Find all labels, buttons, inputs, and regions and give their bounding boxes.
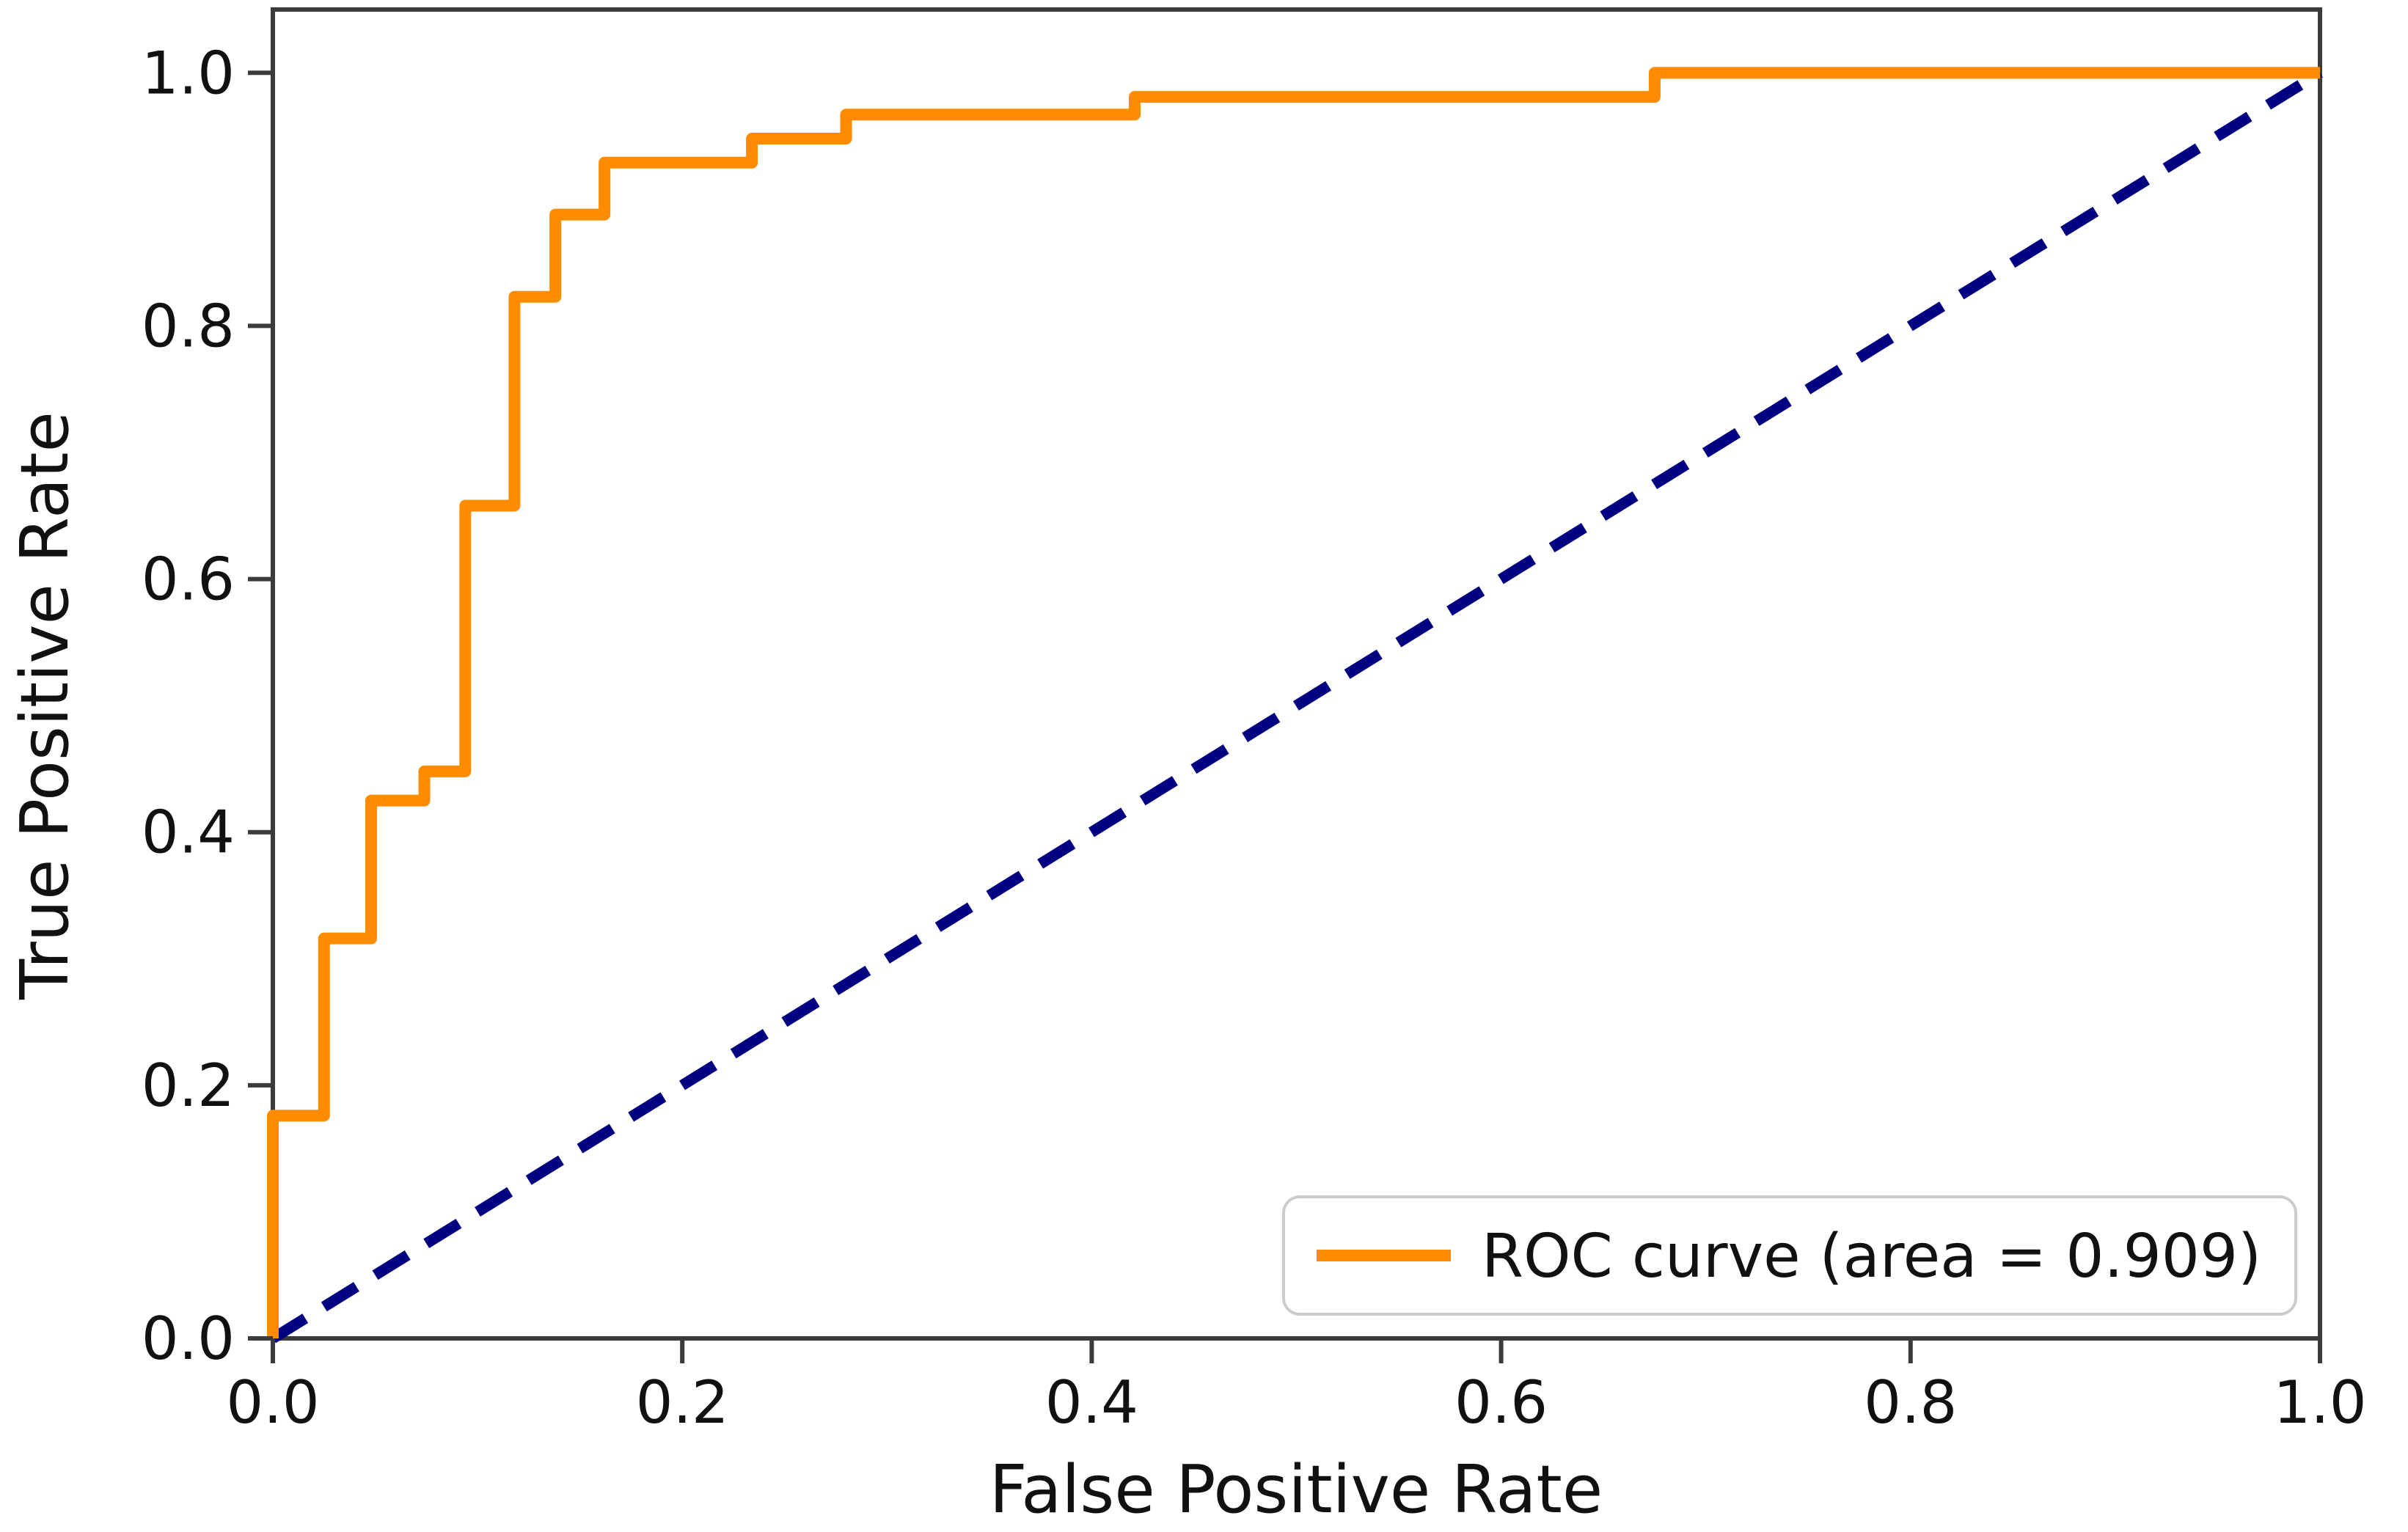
- y-tick-label: 1.0: [142, 39, 235, 107]
- plot-area: [271, 7, 2322, 1341]
- legend-entry-label: ROC curve (area = 0.909): [1482, 1222, 2261, 1291]
- legend-frame: [1282, 1195, 2297, 1316]
- x-axis-label: False Positive Rate: [989, 1451, 1603, 1528]
- roc-curve-line: [267, 67, 2320, 1338]
- y-axis-ticks: 0.0 0.2 0.4 0.6 0.8 1.0: [142, 39, 273, 1373]
- y-tick-label: 0.8: [142, 292, 235, 360]
- y-tick-label: 0.0: [142, 1305, 235, 1373]
- x-tick-label: 1.0: [2273, 1368, 2366, 1437]
- x-tick-label: 0.8: [1864, 1368, 1957, 1437]
- x-tick-label: 0.6: [1454, 1368, 1548, 1437]
- x-tick-label: 0.4: [1045, 1368, 1138, 1437]
- y-tick-label: 0.4: [142, 799, 235, 867]
- chance-diagonal-line: [270, 67, 2323, 1344]
- x-tick-label: 0.2: [636, 1368, 729, 1437]
- y-axis-label: True Positive Rate: [7, 411, 84, 1000]
- legend: ROC curve (area = 0.909): [1282, 1195, 2297, 1316]
- y-tick-label: 0.2: [142, 1052, 235, 1120]
- x-axis-ticks: 0.0 0.2 0.4 0.6 0.8 1.0: [226, 1338, 2367, 1437]
- x-tick-label: 0.0: [226, 1368, 319, 1437]
- y-tick-label: 0.6: [142, 546, 235, 614]
